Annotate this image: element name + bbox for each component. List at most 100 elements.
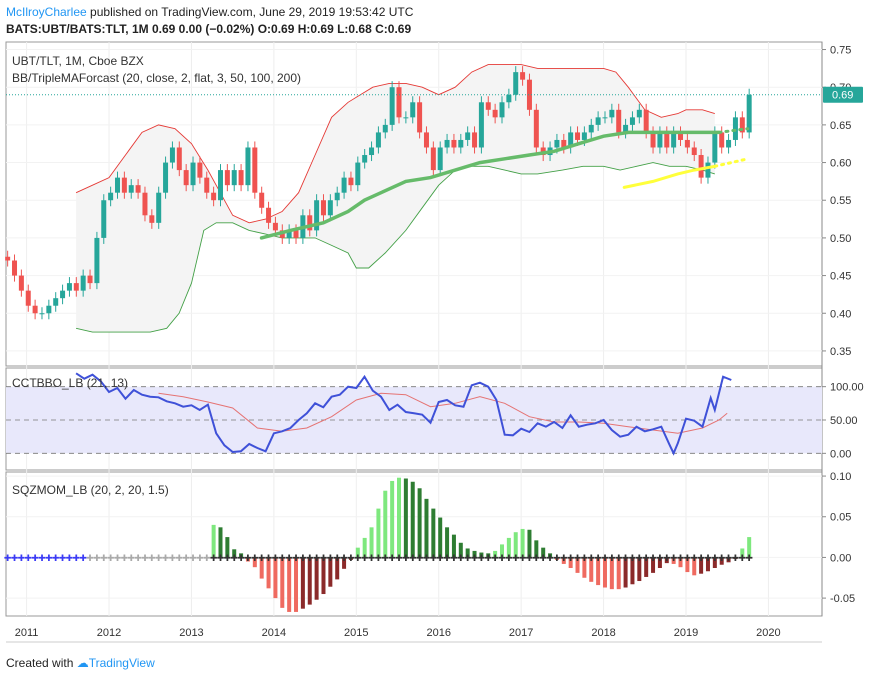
squeeze-dot: ✚ [230, 553, 238, 563]
x-tick-label: 2015 [344, 627, 368, 639]
squeeze-dot: ✚ [306, 553, 314, 563]
candle-body [602, 117, 608, 119]
candle-body [485, 102, 491, 110]
momentum-bar [232, 549, 237, 558]
candle-body [575, 132, 581, 140]
squeeze-dot: ✚ [79, 553, 87, 563]
squeeze-dot: ✚ [471, 553, 479, 563]
squeeze-dot: ✚ [560, 553, 568, 563]
squeeze-dot: ✚ [141, 553, 149, 563]
momentum-bar [438, 517, 443, 558]
squeeze-dot: ✚ [587, 553, 595, 563]
y-tick-label: 0.35 [830, 346, 851, 358]
author-link[interactable]: McIlroyCharlee [6, 5, 87, 19]
sqz-tick-label: 0.00 [830, 552, 851, 564]
squeeze-dot: ✚ [11, 553, 19, 563]
squeeze-dot: ✚ [725, 553, 733, 563]
momentum-bar [479, 552, 484, 558]
momentum-bar [245, 557, 250, 562]
squeeze-dot: ✚ [505, 553, 513, 563]
y-tick-label: 0.40 [830, 308, 851, 320]
squeeze-dot: ✚ [608, 553, 616, 563]
x-tick-label: 2013 [179, 627, 203, 639]
candle-body [616, 109, 622, 133]
sqz-tick-label: -0.05 [830, 593, 855, 605]
momentum-bar [582, 557, 587, 578]
cci-tick-label: 100.00 [830, 382, 864, 394]
candle-body [657, 132, 663, 148]
momentum-bar [493, 550, 498, 558]
candle-body [12, 260, 18, 276]
candle-body [410, 102, 416, 118]
candle-body [128, 185, 134, 193]
candle-body [190, 162, 196, 186]
momentum-bar [348, 557, 353, 560]
momentum-bar [692, 557, 697, 576]
squeeze-dot: ✚ [594, 553, 602, 563]
momentum-bar [602, 557, 607, 588]
momentum-bar [747, 537, 752, 558]
momentum-bar [445, 527, 450, 558]
squeeze-dot: ✚ [553, 553, 561, 563]
momentum-bar [589, 557, 594, 582]
candle-body [101, 200, 107, 238]
squeeze-dot: ✚ [567, 553, 575, 563]
momentum-bar [575, 557, 580, 573]
squeeze-dot: ✚ [464, 553, 472, 563]
momentum-bar [561, 557, 566, 564]
momentum-bar [335, 557, 340, 580]
candle-body [238, 170, 244, 186]
candle-body [217, 170, 223, 201]
squeeze-dot: ✚ [217, 553, 225, 563]
tradingview-logo-icon[interactable]: ☁ [76, 656, 89, 670]
squeeze-dot: ✚ [100, 553, 108, 563]
squeeze-dot: ✚ [45, 553, 53, 563]
squeeze-dot: ✚ [601, 553, 609, 563]
momentum-bar [383, 490, 388, 558]
candle-body [389, 87, 395, 125]
candle-body [320, 200, 326, 216]
candle-body [369, 147, 375, 156]
candle-body [664, 132, 670, 148]
candle-body [678, 132, 684, 140]
squeeze-dot: ✚ [169, 553, 177, 563]
momentum-bar [740, 548, 745, 558]
squeeze-dot: ✚ [18, 553, 26, 563]
momentum-bar [651, 557, 656, 573]
candle-body [46, 305, 52, 314]
squeeze-dot: ✚ [402, 553, 410, 563]
momentum-bar [527, 529, 532, 558]
squeeze-dot: ✚ [526, 553, 534, 563]
candle-body [80, 275, 86, 291]
momentum-bar [300, 557, 305, 609]
squeeze-dot: ✚ [340, 553, 348, 563]
squeeze-dot: ✚ [533, 553, 541, 563]
candle-body [609, 109, 615, 118]
candle-body [163, 162, 169, 193]
squeeze-dot: ✚ [670, 553, 678, 563]
candle-body [629, 117, 635, 125]
quote-line: BATS:UBT/BATS:TLT, 1M 0.69 0.00 (−0.02%)… [6, 22, 412, 36]
momentum-bar [623, 557, 628, 588]
y-tick-label: 0.45 [830, 271, 851, 283]
x-tick-label: 2012 [97, 627, 121, 639]
momentum-bar [397, 477, 402, 558]
candle-body [499, 102, 505, 118]
ma-green-line [259, 130, 721, 240]
squeeze-dot: ✚ [333, 553, 341, 563]
momentum-bar [410, 481, 415, 558]
footer: Created with ☁TradingView [6, 656, 155, 670]
squeeze-dot: ✚ [66, 553, 74, 563]
y-tick-label: 0.50 [830, 233, 851, 245]
squeeze-dot: ✚ [299, 553, 307, 563]
squeeze-dot: ✚ [745, 553, 753, 563]
momentum-bar [499, 544, 504, 558]
squeeze-dot: ✚ [457, 553, 465, 563]
momentum-bar [239, 553, 244, 558]
y-tick-label: 0.60 [830, 158, 851, 170]
squeeze-dot: ✚ [176, 553, 184, 563]
footer-brand[interactable]: TradingView [88, 656, 155, 670]
candle-body [458, 139, 464, 148]
squeeze-dot: ✚ [382, 553, 390, 563]
candle-body [348, 177, 354, 186]
